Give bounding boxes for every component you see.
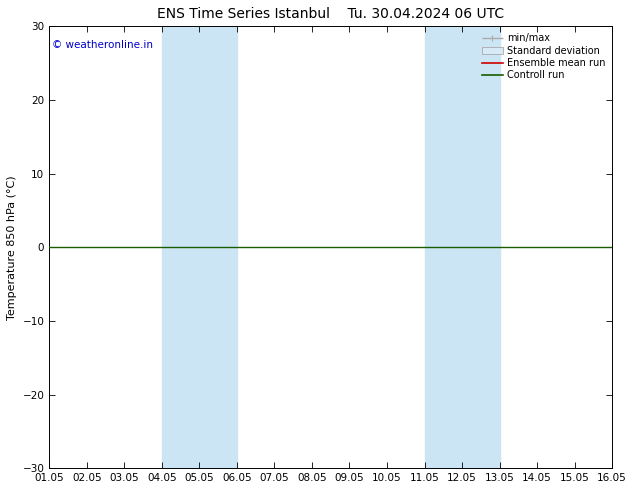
Bar — [425, 26, 500, 468]
Text: © weatheronline.in: © weatheronline.in — [52, 40, 153, 49]
Y-axis label: Temperature 850 hPa (°C): Temperature 850 hPa (°C) — [7, 175, 17, 319]
Title: ENS Time Series Istanbul    Tu. 30.04.2024 06 UTC: ENS Time Series Istanbul Tu. 30.04.2024 … — [157, 7, 504, 21]
Bar — [162, 26, 237, 468]
Legend: min/max, Standard deviation, Ensemble mean run, Controll run: min/max, Standard deviation, Ensemble me… — [480, 31, 607, 82]
